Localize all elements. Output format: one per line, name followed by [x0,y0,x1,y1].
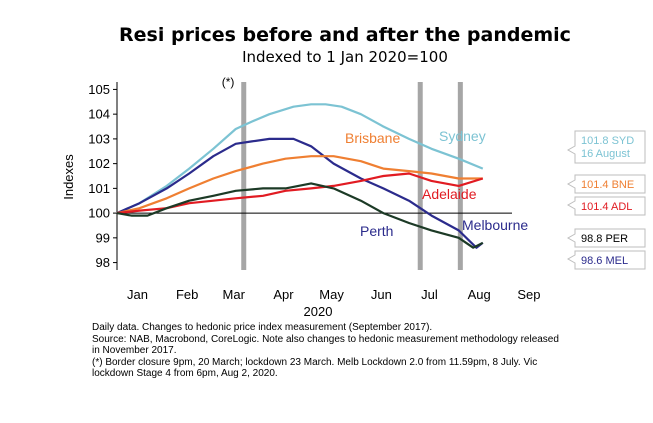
y-tick-label: 100 [88,206,110,221]
x-axis-label: 2020 [304,304,333,319]
footnote-line-3: (*) Border closure 9pm, 20 March; lockdo… [92,356,540,380]
footnote-line-2: Source: NAB, Macrobond, CoreLogic. Note … [92,333,562,357]
footnote-line-1: Daily data. Changes to hedonic price ind… [92,322,433,333]
value-box-text: 16 August [581,148,630,160]
event-bar-2 [417,82,423,270]
y-tick-label: 104 [88,107,110,122]
value-box-text: 101.8 SYD [581,135,634,147]
value-box-text: 98.8 PER [581,233,628,245]
series-line-sydney [116,103,484,215]
series-line-adelaide [116,172,484,215]
x-tick-label: May [319,287,344,302]
x-tick-label: Sep [517,287,540,302]
value-box-text: 98.6 MEL [581,255,628,267]
value-box [566,174,646,194]
chart: Resi prices before and after the pandemi… [61,24,646,319]
chart-title: Resi prices before and after the pandemi… [119,24,571,46]
footnote: Daily data. Changes to hedonic price ind… [92,322,562,380]
x-tick-label: Apr [273,287,294,302]
series-line-perth [116,182,484,249]
value-box [566,196,646,216]
x-tick-label: Aug [468,287,491,302]
value-box-text: 101.4 BNE [581,179,634,191]
y-tick-label: 105 [88,82,110,97]
series-line-melbourne [116,137,484,249]
x-tick-label: Jul [421,287,438,302]
event-bar-3 [457,82,463,270]
y-tick-label: 103 [88,131,110,146]
line-label-perth: Perth [360,223,393,239]
line-label-adelaide: Adelaide [422,186,477,202]
chart-subtitle: Indexed to 1 Jan 2020=100 [242,48,448,66]
line-label-brisbane: Brisbane [345,130,400,146]
y-tick-label: 102 [88,156,110,171]
x-tick-label: Jun [371,287,392,302]
x-tick-label: Jan [127,287,148,302]
line-label-melbourne: Melbourne [462,217,528,233]
x-tick-label: Feb [176,287,198,302]
series-line-brisbane [116,155,483,215]
line-label-sydney: Sydney [439,128,486,144]
event-annotation: (*) [222,75,235,89]
value-box [566,250,646,270]
x-tick-label: Mar [223,287,246,302]
y-tick-label: 101 [88,181,110,196]
value-box-text: 101.4 ADL [581,201,632,213]
value-box [566,130,646,164]
value-box [566,228,646,248]
y-tick-label: 99 [96,230,110,245]
y-axis-label: Indexes [61,154,76,200]
y-tick-label: 98 [96,255,110,270]
event-bar-1 [241,82,247,270]
